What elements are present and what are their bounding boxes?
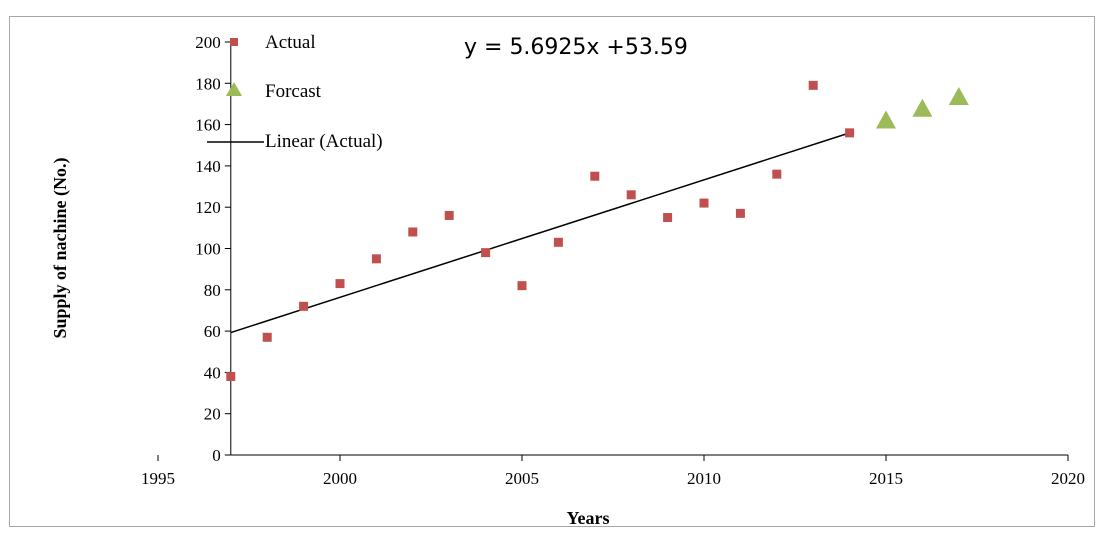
legend-item-linear: Linear (Actual) <box>207 131 383 152</box>
legend-item-forcast: Forcast <box>226 81 322 102</box>
actual-point <box>845 128 855 138</box>
x-tick-label: 2020 <box>1051 469 1085 488</box>
legend-forcast-label: Forcast <box>265 81 322 102</box>
legend-linear-label: Linear (Actual) <box>265 131 383 152</box>
trendline-equation: y = 5.6925x +53.59 <box>464 35 688 60</box>
y-tick-label: 20 <box>204 405 221 424</box>
actual-point <box>808 80 818 90</box>
actual-point <box>262 332 272 342</box>
actual-point <box>626 190 636 200</box>
actual-point <box>444 210 454 220</box>
actual-point <box>481 248 491 258</box>
y-tick-label: 100 <box>195 240 221 259</box>
trendline-linear-actual <box>230 132 850 334</box>
actual-point <box>663 213 673 223</box>
actual-point <box>408 227 418 237</box>
actual-point <box>299 301 309 311</box>
x-axis-title: Years <box>567 508 610 528</box>
actual-point <box>553 237 563 247</box>
actual-point <box>371 254 381 264</box>
y-tick-label: 160 <box>195 116 221 135</box>
y-tick-label: 180 <box>195 74 221 93</box>
chart-border <box>9 16 1095 527</box>
y-tick-label: 80 <box>204 281 221 300</box>
y-tick-label: 60 <box>204 322 221 341</box>
y-tick-label: 0 <box>212 446 221 465</box>
actual-point <box>699 198 709 208</box>
legend-item-actual: Actual <box>230 32 316 53</box>
actual-point <box>226 372 236 382</box>
legend-forcast-marker <box>226 82 242 96</box>
y-axis-title: Supply of nachine (No.) <box>50 157 71 338</box>
forcast-point <box>948 86 969 105</box>
legend-actual-label: Actual <box>265 32 316 53</box>
actual-point <box>590 171 600 181</box>
actual-point <box>517 281 527 291</box>
x-tick-label: 2005 <box>505 469 539 488</box>
forcast-point <box>876 110 896 129</box>
x-tick-label: 2000 <box>323 469 357 488</box>
actual-point <box>735 208 745 218</box>
actual-point <box>772 169 782 179</box>
x-tick-label: 2010 <box>687 469 721 488</box>
y-tick-label: 140 <box>195 157 221 176</box>
x-tick-label: 2015 <box>869 469 903 488</box>
y-tick-label: 40 <box>204 363 221 382</box>
x-tick-label: 1995 <box>141 469 175 488</box>
legend: Actual Forcast Linear (Actual) <box>207 32 383 152</box>
y-tick-label: 120 <box>195 198 221 217</box>
forcast-point <box>912 98 933 117</box>
legend-actual-marker <box>230 38 238 46</box>
actual-point <box>335 279 345 289</box>
y-tick-label: 200 <box>195 33 221 52</box>
